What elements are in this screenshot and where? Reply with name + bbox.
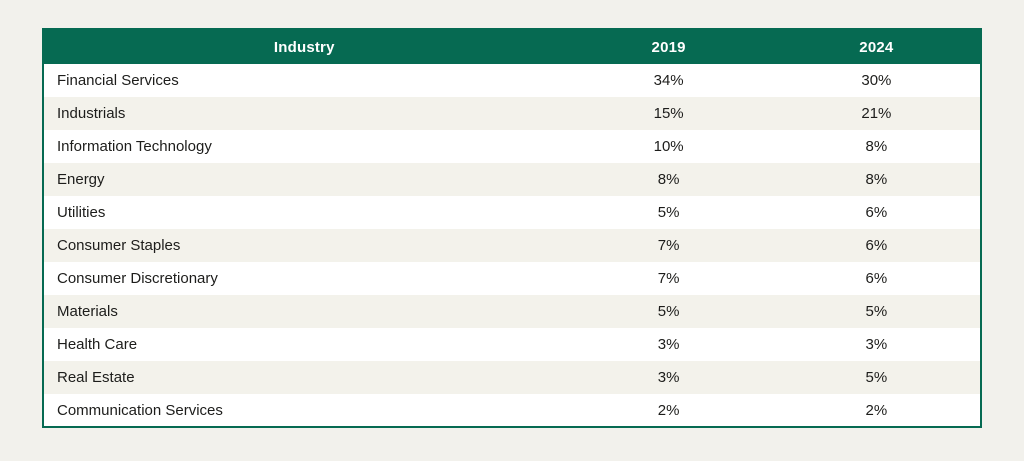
value-2024-cell: 6% — [865, 270, 888, 287]
value-2024-cell: 30% — [861, 72, 892, 89]
value-2019-cell: 10% — [653, 138, 684, 155]
value-2019-cell: 3% — [657, 336, 680, 353]
table-row: Information Technology 10% 8% — [43, 130, 981, 163]
table-row: Communication Services 2% 2% — [43, 394, 981, 427]
value-2019-cell: 7% — [657, 237, 680, 254]
industry-name-cell: Real Estate — [57, 369, 135, 386]
table-row: Financial Services 34% 30% — [43, 64, 981, 97]
table-row: Consumer Discretionary 7% 6% — [43, 262, 981, 295]
value-2024-cell: 21% — [861, 105, 892, 122]
industry-name-cell: Consumer Staples — [57, 237, 181, 254]
value-2019-cell: 8% — [657, 171, 680, 188]
table-row: Industrials 15% 21% — [43, 97, 981, 130]
industry-comparison-table: Industry 2019 2024 Financial Services 34… — [42, 28, 982, 428]
industry-name-cell: Information Technology — [57, 138, 212, 155]
table-body: Financial Services 34% 30% Industrials 1… — [43, 64, 981, 427]
value-2019-cell: 3% — [657, 369, 680, 386]
value-2024-cell: 6% — [865, 237, 888, 254]
value-2019-cell: 5% — [657, 204, 680, 221]
value-2024-cell: 8% — [865, 171, 888, 188]
industry-name-cell: Consumer Discretionary — [57, 270, 218, 287]
table-row: Utilities 5% 6% — [43, 196, 981, 229]
industry-name-cell: Industrials — [57, 105, 126, 122]
column-header-industry: Industry — [43, 29, 565, 64]
value-2019-cell: 7% — [657, 270, 680, 287]
table-header-row: Industry 2019 2024 — [43, 29, 981, 64]
industry-name-cell: Utilities — [57, 204, 106, 221]
industry-name-cell: Health Care — [57, 336, 138, 353]
table-row: Consumer Staples 7% 6% — [43, 229, 981, 262]
value-2019-cell: 2% — [657, 401, 680, 419]
value-2024-cell: 5% — [865, 303, 888, 320]
industry-name-cell: Financial Services — [57, 72, 179, 89]
table-row: Energy 8% 8% — [43, 163, 981, 196]
value-2024-cell: 3% — [865, 336, 888, 353]
industry-name-cell: Materials — [57, 303, 118, 320]
value-2024-cell: 5% — [865, 369, 888, 386]
value-2024-cell: 6% — [865, 204, 888, 221]
table-row: Real Estate 3% 5% — [43, 361, 981, 394]
column-header-2019: 2019 — [564, 29, 773, 64]
value-2019-cell: 15% — [653, 105, 684, 122]
value-2024-cell: 8% — [865, 138, 888, 155]
table-row: Materials 5% 5% — [43, 295, 981, 328]
value-2019-cell: 34% — [653, 72, 684, 89]
value-2019-cell: 5% — [657, 303, 680, 320]
value-2024-cell: 2% — [865, 401, 888, 419]
industry-name-cell: Energy — [57, 171, 105, 188]
industry-name-cell: Communication Services — [57, 401, 223, 419]
table-row: Health Care 3% 3% — [43, 328, 981, 361]
column-header-2024: 2024 — [772, 29, 981, 64]
